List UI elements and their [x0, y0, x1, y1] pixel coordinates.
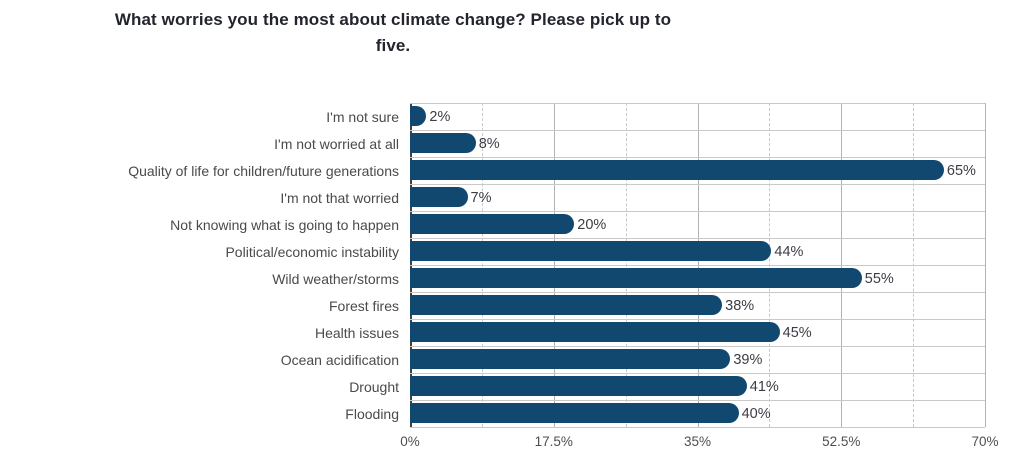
bar-value-label: 20% [577, 216, 607, 233]
gridline-row [410, 319, 985, 320]
bar [410, 322, 780, 342]
bar-track: 65% [410, 157, 985, 184]
bar-value-label: 45% [782, 324, 812, 341]
gridline-row [410, 373, 985, 374]
chart-row: Wild weather/storms 55% [0, 265, 1024, 292]
gridline-row [410, 427, 985, 428]
bar [410, 187, 468, 207]
bar-track: 55% [410, 265, 985, 292]
bar-value-label: 39% [733, 351, 763, 368]
gridline-row [410, 211, 985, 212]
bar [410, 295, 723, 315]
bar-value-label: 41% [749, 378, 779, 395]
bar [410, 241, 772, 261]
gridline-row [410, 292, 985, 293]
bar-value-label: 2% [429, 108, 451, 125]
gridline-row [410, 103, 985, 104]
gridline-row [410, 400, 985, 401]
chart-row: Forest fires 38% [0, 292, 1024, 319]
bar-value-label: 7% [470, 189, 492, 206]
bar [410, 403, 739, 423]
chart-title: What worries you the most about climate … [114, 10, 672, 56]
bar [410, 268, 862, 288]
chart-row: Flooding 40% [0, 400, 1024, 427]
category-label: I'm not worried at all [274, 135, 399, 152]
bar-value-label: 44% [774, 243, 804, 260]
bar-track: 20% [410, 211, 985, 238]
bar [410, 349, 731, 369]
gridline-row [410, 184, 985, 185]
bar-track: 44% [410, 238, 985, 265]
category-label: Forest fires [328, 297, 399, 314]
chart-row: Health issues 45% [0, 319, 1024, 346]
category-label: Ocean acidification [280, 351, 399, 368]
category-label: Flooding [345, 405, 399, 422]
x-tick-label: 70% [971, 434, 999, 449]
bar [410, 133, 476, 153]
bar-value-label: 65% [946, 162, 976, 179]
category-label: Quality of life for children/future gene… [128, 162, 399, 179]
bar-track: 2% [410, 103, 985, 130]
bar-track: 40% [410, 400, 985, 427]
plot-area [410, 103, 986, 428]
bar-track: 38% [410, 292, 985, 319]
x-tick-label: 0% [400, 434, 420, 449]
bar-value-label: 38% [725, 297, 755, 314]
bar-value-label: 55% [864, 270, 894, 287]
chart-row: Drought 41% [0, 373, 1024, 400]
category-label: I'm not that worried [280, 189, 399, 206]
gridline-row [410, 157, 985, 158]
gridline-row [410, 265, 985, 266]
category-label: I'm not sure [326, 108, 399, 125]
chart-row: Political/economic instability 44% [0, 238, 1024, 265]
bar-track: 45% [410, 319, 985, 346]
category-label: Wild weather/storms [272, 270, 399, 287]
bar-track: 39% [410, 346, 985, 373]
category-label: Health issues [314, 324, 399, 341]
bar-track: 41% [410, 373, 985, 400]
bar [410, 214, 575, 234]
chart-rows: I'm not sure 2% I'm not worried at all 8… [0, 103, 1024, 427]
bar [410, 106, 427, 126]
bar-track: 8% [410, 130, 985, 157]
chart-row: Ocean acidification 39% [0, 346, 1024, 373]
chart-row: Not knowing what is going to happen 20% [0, 211, 1024, 238]
x-tick-label: 17.5% [534, 434, 573, 449]
gridline-row [410, 238, 985, 239]
chart-row: I'm not sure 2% [0, 103, 1024, 130]
chart-row: Quality of life for children/future gene… [0, 157, 1024, 184]
chart-row: I'm not that worried 7% [0, 184, 1024, 211]
category-label: Drought [349, 378, 399, 395]
category-label: Not knowing what is going to happen [170, 216, 399, 233]
category-label: Political/economic instability [225, 243, 399, 260]
bar [410, 376, 747, 396]
gridline-major [985, 103, 986, 427]
gridline-row [410, 346, 985, 347]
bar-track: 7% [410, 184, 985, 211]
bar-value-label: 8% [478, 135, 500, 152]
chart-row: I'm not worried at all 8% [0, 130, 1024, 157]
x-axis: 0% 17.5% 35% 52.5% 70% [400, 434, 998, 454]
bar-value-label: 40% [741, 405, 771, 422]
bar [410, 160, 944, 180]
x-tick-label: 52.5% [822, 434, 861, 449]
x-tick-label: 35% [683, 434, 712, 449]
gridline-row [410, 130, 985, 131]
